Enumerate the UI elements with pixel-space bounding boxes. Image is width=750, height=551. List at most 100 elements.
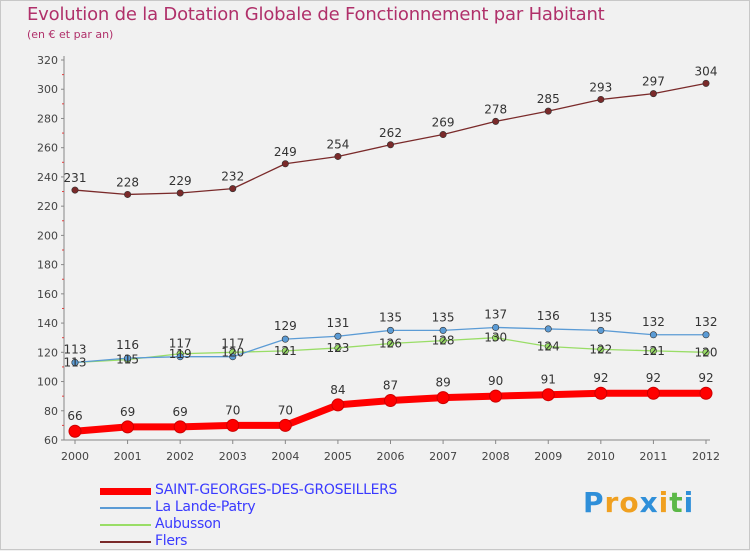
data-point: [71, 186, 79, 194]
y-tick-label: 100: [37, 376, 58, 389]
x-tick-label: 2002: [166, 450, 194, 463]
data-label: 69: [173, 405, 188, 419]
legend-swatch-la-lande-patry: [100, 507, 151, 509]
data-label: 132: [695, 315, 718, 329]
data-point: [649, 90, 657, 98]
data-label: 124: [537, 339, 560, 353]
data-point: [68, 424, 82, 438]
data-point: [281, 335, 289, 343]
data-label: 113: [64, 356, 87, 370]
y-tick-label: 280: [37, 112, 58, 125]
data-point: [173, 420, 187, 434]
y-tick-label: 220: [37, 200, 58, 213]
proxiti-logo: Proxiti: [583, 486, 694, 519]
x-tick-label: 2007: [429, 450, 457, 463]
chart-title: Evolution de la Dotation Globale de Fonc…: [27, 4, 605, 25]
data-label: 128: [432, 334, 455, 348]
data-label: 249: [274, 145, 297, 159]
data-point: [331, 398, 345, 412]
data-label: 135: [379, 310, 402, 324]
y-tick-label: 60: [44, 434, 58, 447]
data-label: 232: [221, 170, 244, 184]
data-point: [124, 190, 132, 198]
data-point: [492, 334, 500, 342]
data-label: 92: [698, 371, 713, 385]
data-point: [702, 348, 710, 356]
data-point: [544, 107, 552, 115]
x-tick-label: 2003: [219, 450, 247, 463]
legend-label: La Lande-Patry: [155, 499, 256, 515]
data-label: 119: [169, 347, 192, 361]
data-label: 231: [64, 171, 87, 185]
data-label: 120: [221, 345, 244, 359]
data-label: 90: [488, 374, 503, 388]
y-tick-label: 160: [37, 288, 58, 301]
data-label: 137: [484, 307, 507, 321]
data-point: [436, 391, 450, 405]
data-label: 297: [642, 75, 665, 89]
y-tick-label: 260: [37, 142, 58, 155]
data-label: 285: [537, 92, 560, 106]
data-point: [439, 131, 447, 139]
data-label: 117: [169, 337, 192, 351]
data-point: [439, 337, 447, 345]
x-tick-label: 2011: [639, 450, 667, 463]
data-point: [176, 353, 184, 361]
logo-letter: o: [619, 486, 640, 519]
logo-letter: P: [583, 486, 605, 519]
x-tick-label: 2000: [61, 450, 89, 463]
logo-letter: i: [658, 486, 670, 519]
data-label: 113: [64, 343, 87, 357]
legend-label: Aubusson: [155, 516, 221, 532]
x-tick-label: 2006: [377, 450, 405, 463]
data-label: 121: [274, 344, 297, 358]
data-point: [229, 185, 237, 193]
data-point: [492, 323, 500, 331]
data-label: 91: [541, 373, 556, 387]
data-point: [544, 342, 552, 350]
data-point: [544, 325, 552, 333]
data-label: 116: [116, 338, 139, 352]
data-point: [226, 418, 240, 432]
logo-letter: x: [639, 486, 659, 519]
data-label: 122: [589, 342, 612, 356]
data-point: [278, 418, 292, 432]
y-tick-label: 120: [37, 346, 58, 359]
data-label: 293: [589, 80, 612, 94]
data-label: 132: [642, 315, 665, 329]
data-label: 126: [379, 337, 402, 351]
x-tick-label: 2005: [324, 450, 352, 463]
legend-swatch-flers: [100, 541, 151, 543]
data-label: 89: [435, 376, 450, 390]
data-label: 87: [383, 379, 398, 393]
y-tick-label: 140: [37, 317, 58, 330]
data-point: [439, 326, 447, 334]
data-point: [176, 189, 184, 197]
data-label: 135: [432, 310, 455, 324]
data-label: 136: [537, 309, 560, 323]
x-tick-label: 2001: [114, 450, 142, 463]
data-label: 115: [116, 353, 139, 367]
logo-letter: i: [683, 486, 695, 519]
data-point: [699, 386, 713, 400]
data-point: [541, 388, 555, 402]
data-label: 131: [326, 316, 349, 330]
legend-label: SAINT-GEORGES-DES-GROSEILLERS: [155, 482, 398, 498]
data-point: [334, 332, 342, 340]
data-point: [597, 326, 605, 334]
legend-label: Flers: [155, 533, 188, 549]
data-label: 120: [695, 345, 718, 359]
x-tick-label: 2008: [482, 450, 510, 463]
data-point: [124, 354, 132, 362]
data-point: [281, 160, 289, 168]
data-point: [649, 331, 657, 339]
chart-subtitle: (en € et par an): [27, 28, 114, 41]
data-label: 129: [274, 319, 297, 333]
data-label: 228: [116, 175, 139, 189]
data-label: 130: [484, 331, 507, 345]
y-tick-label: 240: [37, 171, 58, 184]
data-point: [121, 420, 135, 434]
data-point: [702, 331, 710, 339]
data-label: 123: [326, 341, 349, 355]
y-tick-label: 180: [37, 259, 58, 272]
